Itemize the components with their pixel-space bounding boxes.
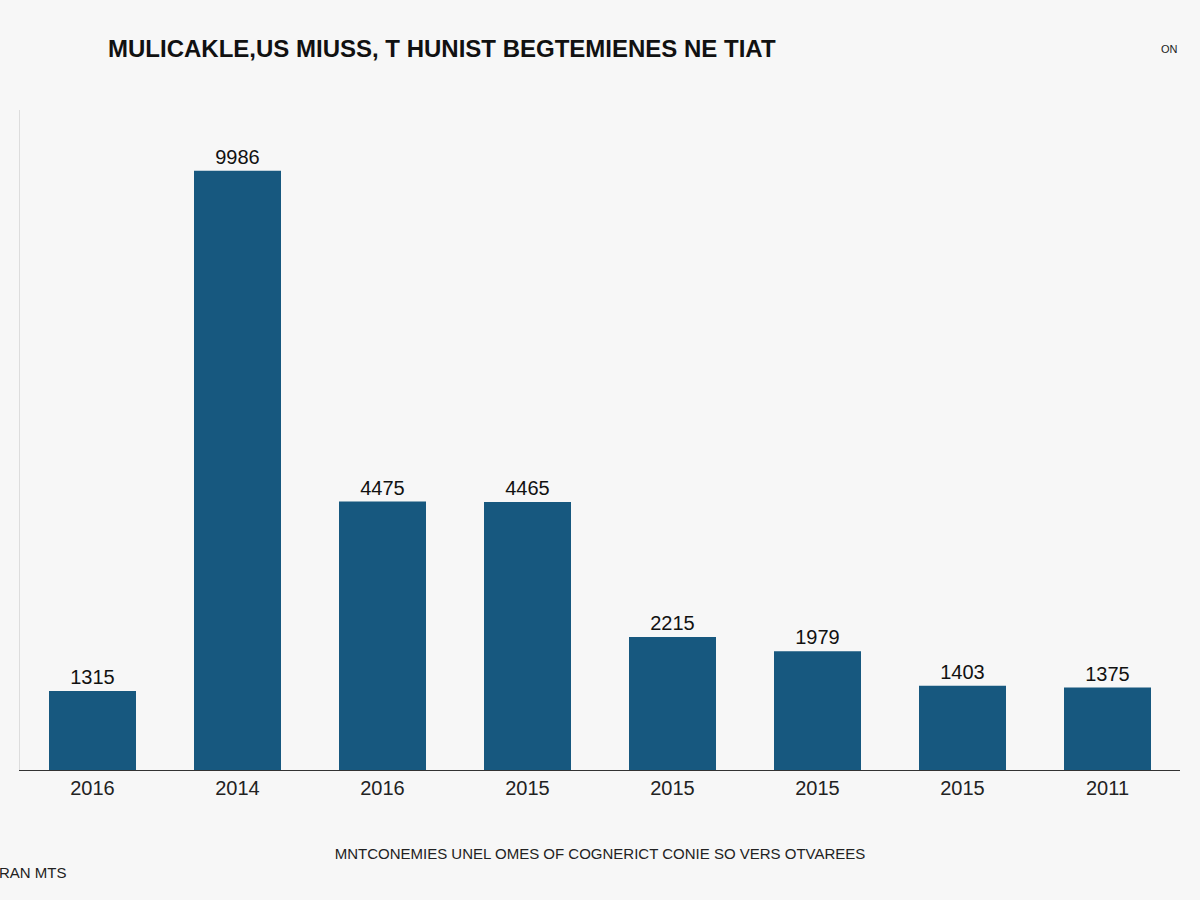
svg-text:1315: 1315	[70, 666, 115, 688]
svg-text:2215: 2215	[650, 612, 695, 634]
svg-text:2015: 2015	[795, 777, 840, 799]
svg-text:1403: 1403	[940, 661, 985, 683]
svg-text:4475: 4475	[360, 477, 405, 499]
svg-text:RAN MTS: RAN MTS	[0, 864, 67, 881]
svg-text:2014: 2014	[215, 777, 260, 799]
svg-text:1375: 1375	[1085, 663, 1130, 685]
svg-text:2016: 2016	[360, 777, 405, 799]
svg-text:2015: 2015	[940, 777, 985, 799]
svg-text:9986: 9986	[215, 146, 260, 168]
svg-text:MULICAKLE,US MIUSS, T HUNIST B: MULICAKLE,US MIUSS, T HUNIST BEGTEMIENES…	[108, 35, 776, 62]
svg-text:2016: 2016	[70, 777, 115, 799]
svg-text:2015: 2015	[650, 777, 695, 799]
svg-text:1979: 1979	[795, 626, 840, 648]
svg-text:2011: 2011	[1086, 777, 1129, 799]
svg-text:4465: 4465	[505, 477, 550, 499]
svg-text:ON: ON	[1161, 43, 1178, 55]
svg-text:MNTCONEMIES UNEL OMES OF COGNE: MNTCONEMIES UNEL OMES OF COGNERICT CONIE…	[335, 845, 866, 862]
svg-text:2015: 2015	[505, 777, 550, 799]
